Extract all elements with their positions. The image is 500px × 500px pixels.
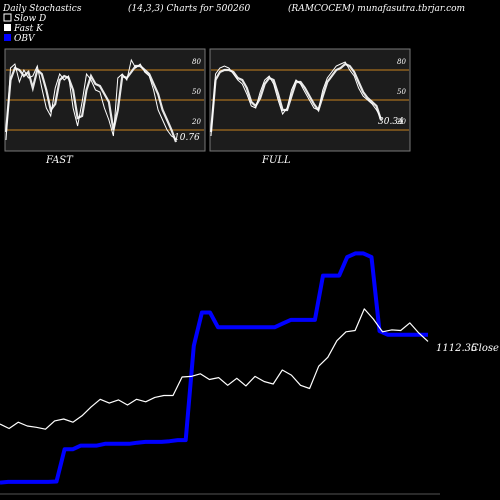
header-title-left: Daily Stochastics bbox=[2, 4, 82, 14]
close-last-suffix: Close bbox=[471, 343, 499, 354]
fast-ytick-label: 80 bbox=[192, 58, 201, 66]
close-series-line bbox=[0, 308, 429, 430]
fast-ytick-label: 50 bbox=[192, 88, 201, 96]
legend-slow-d-label: Slow D bbox=[14, 14, 46, 24]
fast-slow-d-line bbox=[4, 64, 178, 143]
full-fast-k-line bbox=[210, 61, 382, 137]
price-obv-panel: 1112.35 Close bbox=[0, 251, 499, 495]
header-title-right: (RAMCOCEM) munafasutra.tbrjar.com bbox=[288, 3, 465, 14]
fast-last-value: 10.76 bbox=[174, 133, 200, 143]
full-ytick-label: 80 bbox=[397, 58, 406, 66]
full-last-value: 30.34 bbox=[378, 117, 404, 127]
close-last-value: 1112.35 bbox=[436, 343, 477, 354]
fast-ytick-label: 20 bbox=[191, 118, 201, 126]
fast-series bbox=[4, 58, 178, 143]
legend-obv-label: OBV bbox=[14, 34, 36, 44]
full-ytick-label: 50 bbox=[397, 88, 406, 96]
full-panel-label: FULL bbox=[261, 155, 291, 166]
header-title-center: (14,3,3) Charts for 500260 bbox=[128, 3, 250, 14]
full-series bbox=[209, 61, 383, 137]
full-panel: 20 50 80 30.34 FULL bbox=[209, 48, 411, 166]
fast-panel-label: FAST bbox=[45, 155, 74, 166]
legend-slow-d-swatch bbox=[3, 13, 12, 22]
fast-tick-labels: 20 50 80 bbox=[191, 58, 201, 126]
legend: Slow D Fast K OBV bbox=[3, 13, 46, 44]
legend-fast-k-swatch bbox=[4, 24, 11, 31]
full-gridlines bbox=[211, 69, 409, 131]
legend-obv-swatch bbox=[4, 34, 11, 41]
legend-fast-k-label: Fast K bbox=[13, 24, 44, 34]
fast-fast-k-line bbox=[5, 58, 177, 141]
fast-panel: 20 50 80 10.76 FAST bbox=[4, 48, 206, 166]
full-tick-labels: 20 50 80 bbox=[396, 58, 406, 126]
obv-series-line bbox=[0, 251, 428, 485]
full-ytick-label: 20 bbox=[396, 118, 406, 126]
full-slow-d-line bbox=[209, 62, 383, 133]
